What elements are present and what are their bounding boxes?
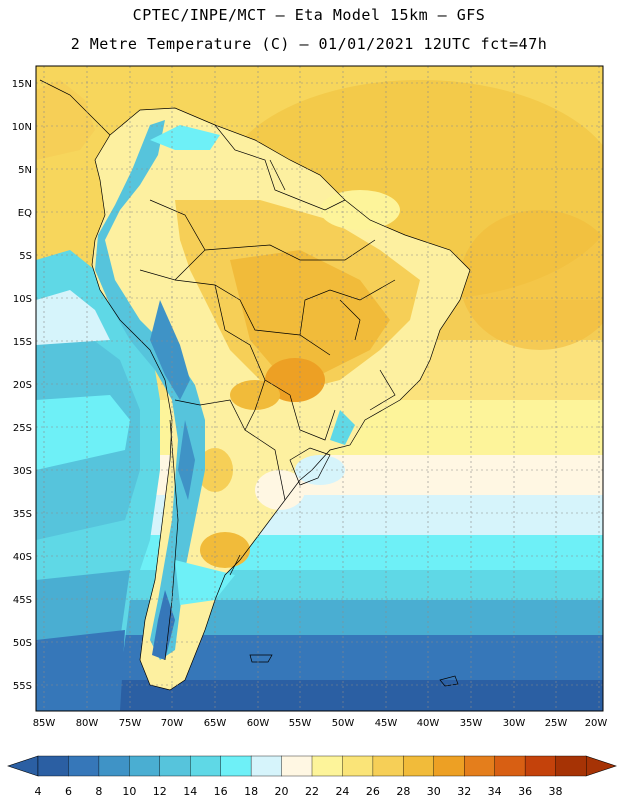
colorbar-label: 14 xyxy=(183,785,197,798)
colorbar-label: 34 xyxy=(488,785,502,798)
colorbar-swatch xyxy=(250,755,283,777)
lon-label: 55W xyxy=(289,718,312,729)
colorbar-label: 22 xyxy=(305,785,319,798)
colorbar-label: 4 xyxy=(35,785,42,798)
colorbar-swatch xyxy=(494,755,526,777)
lat-label: 5N xyxy=(18,165,32,176)
lon-label: 35W xyxy=(460,718,483,729)
colorbar-swatch xyxy=(403,755,435,777)
latitude-labels: 15N 10N 5N EQ 5S 10S 15S 20S 25S 30S 35S… xyxy=(12,79,32,692)
lon-label: 45W xyxy=(375,718,398,729)
colorbar: 4 6 8 10 12 14 16 18 20 22 24 26 28 30 32 34 36 38 xyxy=(7,755,617,798)
colorbar-swatch xyxy=(220,755,252,777)
colorbar-swatch xyxy=(464,755,496,777)
lon-label: 30W xyxy=(503,718,526,729)
colorbar-label: 36 xyxy=(518,785,532,798)
lat-label: 30S xyxy=(13,466,32,477)
colorbar-label: 12 xyxy=(153,785,167,798)
colorbar-swatch xyxy=(311,755,343,777)
lat-label: 25S xyxy=(13,423,32,434)
lon-label: 25W xyxy=(545,718,568,729)
lon-label: 70W xyxy=(161,718,184,729)
colorbar-label: 28 xyxy=(396,785,410,798)
colorbar-swatch xyxy=(129,755,161,777)
map-title-line2: 2 Metre Temperature (C) – 01/01/2021 12U… xyxy=(70,35,548,53)
colorbar-label: 32 xyxy=(457,785,471,798)
colorbar-swatch xyxy=(190,755,222,777)
colorbar-label: 20 xyxy=(275,785,289,798)
lat-label: 10N xyxy=(12,122,32,133)
lon-label: 40W xyxy=(417,718,440,729)
lat-label: 15N xyxy=(12,79,32,90)
colorbar-swatch xyxy=(372,755,404,777)
lat-label: EQ xyxy=(18,208,32,219)
colorbar-label: 38 xyxy=(549,785,563,798)
colorbar-swatch xyxy=(555,755,587,777)
colorbar-swatch xyxy=(98,755,130,777)
lon-label: 80W xyxy=(76,718,99,729)
longitude-labels: 85W 80W 75W 70W 65W 60W 55W 50W 45W 40W … xyxy=(33,718,608,729)
lon-label: 65W xyxy=(204,718,227,729)
country-borders xyxy=(39,79,471,691)
lat-label: 20S xyxy=(13,380,32,391)
lat-label: 35S xyxy=(13,509,32,520)
map-title-line1: CPTEC/INPE/MCT – Eta Model 15km – GFS xyxy=(132,6,486,24)
colorbar-label: 8 xyxy=(95,785,102,798)
colorbar-swatch xyxy=(37,755,69,777)
colorbar-left-arrow xyxy=(7,755,39,777)
colorbar-swatch xyxy=(68,755,100,777)
colorbar-label: 18 xyxy=(244,785,258,798)
map-frame xyxy=(35,65,604,712)
colorbar-swatch xyxy=(342,755,374,777)
colorbar-swatch xyxy=(281,755,313,777)
lat-label: 45S xyxy=(13,595,32,606)
lat-label: 5S xyxy=(19,251,32,262)
colorbar-labels: 4 6 8 10 12 14 16 18 20 22 24 26 28 30 32 34 36 38 xyxy=(35,785,563,798)
lat-label: 50S xyxy=(13,638,32,649)
temperature-field xyxy=(36,66,603,711)
colorbar-label: 6 xyxy=(65,785,72,798)
lon-label: 50W xyxy=(332,718,355,729)
colorbar-label: 26 xyxy=(366,785,380,798)
lon-label: 75W xyxy=(119,718,142,729)
colorbar-swatch xyxy=(159,755,191,777)
lat-label: 40S xyxy=(13,552,32,563)
colorbar-swatches xyxy=(37,755,587,777)
colorbar-label: 10 xyxy=(122,785,136,798)
colorbar-swatch xyxy=(433,755,465,777)
lat-label: 10S xyxy=(13,294,32,305)
colorbar-swatch xyxy=(524,755,557,777)
colorbar-label: 30 xyxy=(427,785,441,798)
colorbar-label: 16 xyxy=(214,785,228,798)
lon-label: 85W xyxy=(33,718,56,729)
lon-label: 60W xyxy=(247,718,270,729)
colorbar-label: 24 xyxy=(335,785,349,798)
lat-label: 15S xyxy=(13,337,32,348)
lon-label: 20W xyxy=(585,718,608,729)
lat-label: 55S xyxy=(13,681,32,692)
colorbar-right-arrow xyxy=(585,755,617,777)
